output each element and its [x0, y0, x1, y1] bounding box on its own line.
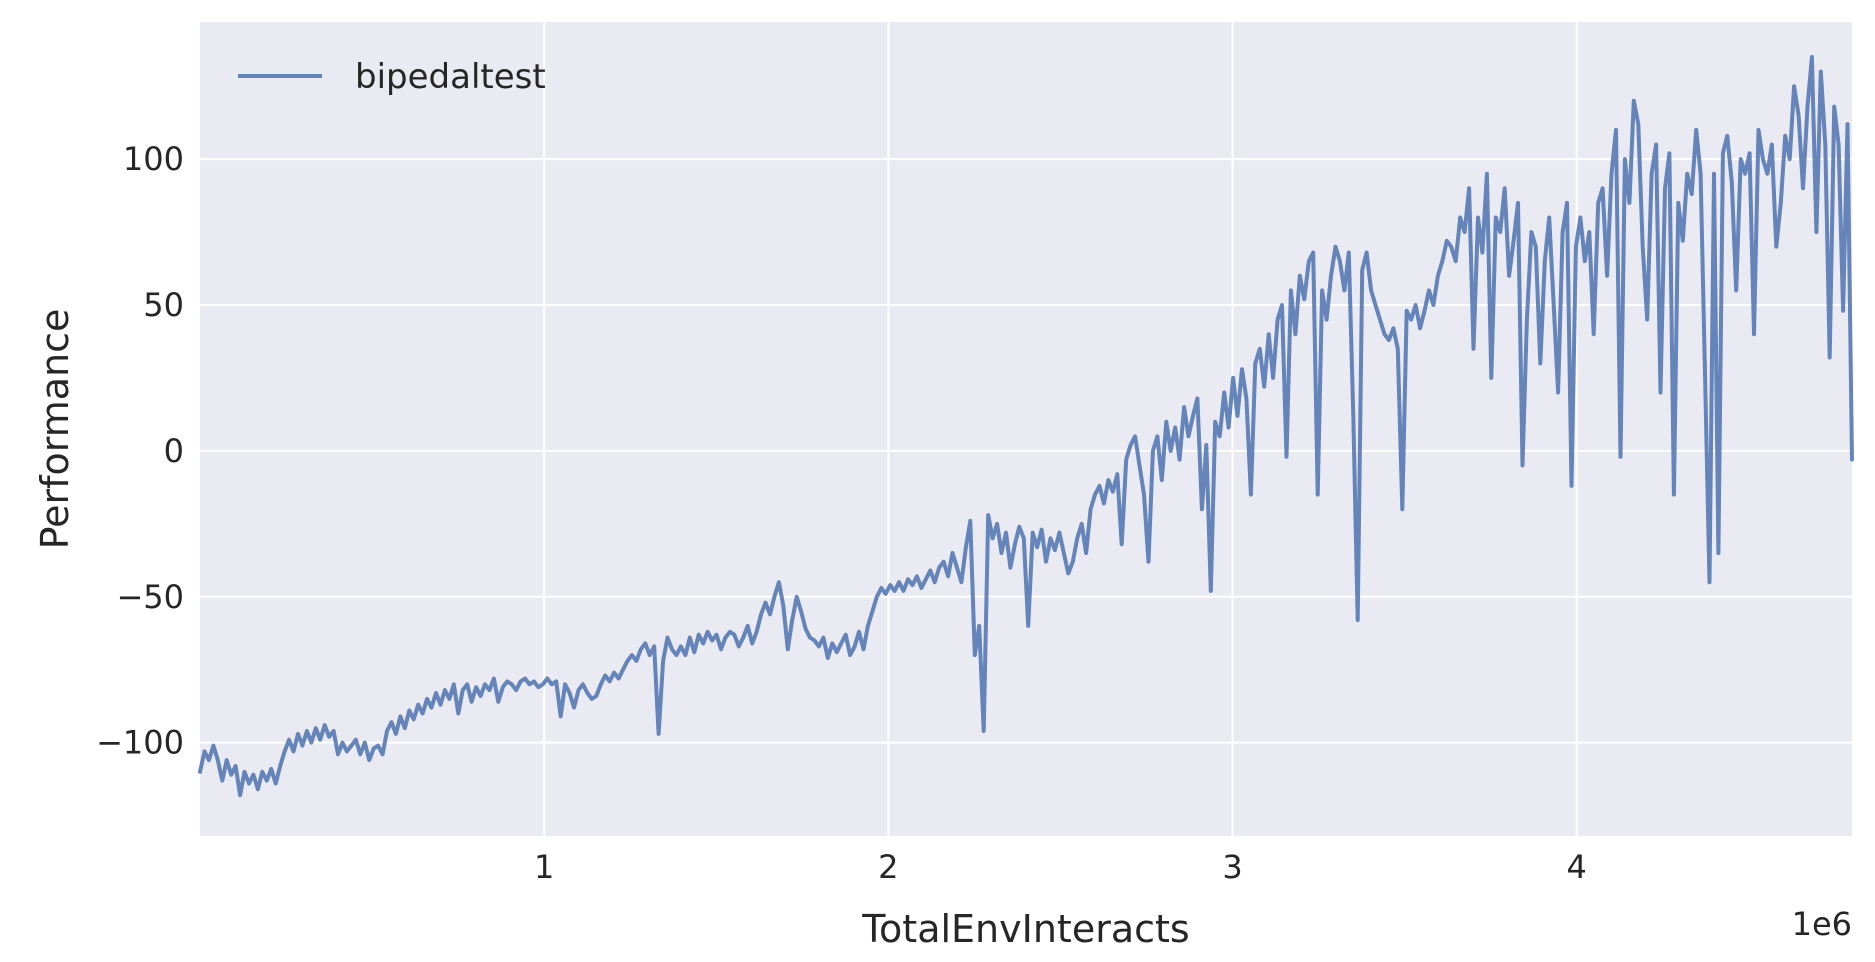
legend-entry-label: bipedaltest — [355, 57, 546, 97]
y-tick-label: 0 — [164, 432, 184, 470]
y-tick-label: 50 — [143, 286, 184, 324]
y-tick-labels: −100 −50 0 50 100 — [96, 140, 184, 762]
y-axis-label: Performance — [33, 309, 77, 550]
x-tick-label: 2 — [878, 848, 898, 886]
y-tick-label: −100 — [96, 724, 184, 762]
plot-background — [200, 22, 1852, 836]
y-tick-label: −50 — [116, 578, 184, 616]
legend: bipedaltest — [238, 57, 546, 97]
x-multiplier-label: 1e6 — [1792, 905, 1852, 943]
x-tick-labels: 1 2 3 4 — [534, 848, 1587, 886]
x-tick-label: 3 — [1222, 848, 1242, 886]
y-tick-label: 100 — [123, 140, 184, 178]
series-line-bipedaltest — [198, 55, 1854, 798]
x-tick-label: 4 — [1566, 848, 1586, 886]
x-tick-label: 1 — [534, 848, 554, 886]
x-axis-label: TotalEnvInteracts — [861, 907, 1189, 951]
